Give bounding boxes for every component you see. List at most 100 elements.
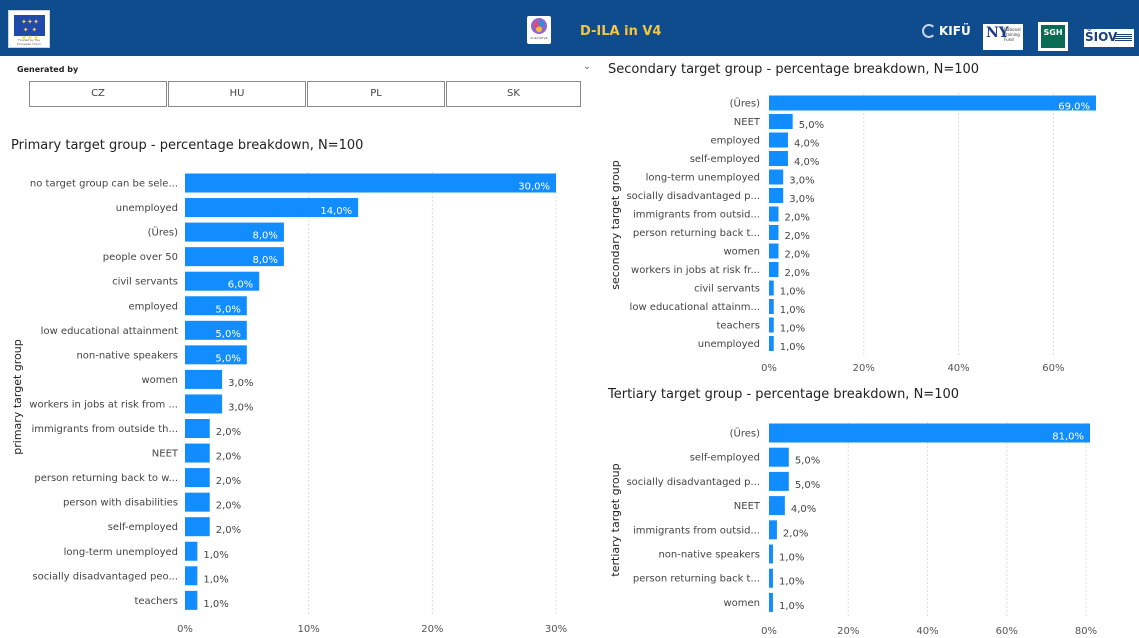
secondary-bar[interactable] xyxy=(769,132,788,148)
primary-category-label: low educational attainment xyxy=(41,326,178,337)
secondary-bar[interactable] xyxy=(769,169,784,185)
tertiary-y-axis-title: tertiary target group xyxy=(609,463,622,576)
primary-data-label: 2,0% xyxy=(216,452,241,463)
primary-x-tick-label: 10% xyxy=(298,624,320,635)
primary-bar[interactable] xyxy=(185,394,223,414)
slicer-title: Generated by xyxy=(17,65,79,74)
primary-bar[interactable] xyxy=(185,492,210,512)
primary-category-label: (Üres) xyxy=(148,226,178,239)
secondary-bar[interactable] xyxy=(769,262,779,277)
slicer-option-sk[interactable]: SK xyxy=(446,81,581,107)
primary-category-label: person returning back to w... xyxy=(34,473,178,484)
secondary-bar[interactable] xyxy=(769,317,774,333)
secondary-category-label: self-employed xyxy=(690,154,760,165)
tertiary-bar[interactable] xyxy=(769,520,777,540)
secondary-bar[interactable] xyxy=(769,243,779,259)
eu-funding-logo: ✦ ✦ ✦ ✦ ✦ ✦ ✦ ✦ Funded by the European Uni… xyxy=(8,10,50,48)
tertiary-x-tick-label: 60% xyxy=(996,626,1018,637)
secondary-category-label: women xyxy=(723,247,760,258)
primary-category-label: NEET xyxy=(152,449,179,460)
primary-category-label: non-native speakers xyxy=(76,350,178,361)
secondary-bar[interactable] xyxy=(769,188,784,203)
primary-bar[interactable] xyxy=(185,247,284,267)
ny-mark: NY xyxy=(986,25,1009,41)
primary-bar[interactable] xyxy=(185,566,198,586)
primary-bar[interactable] xyxy=(185,590,198,610)
primary-bar[interactable] xyxy=(185,345,247,365)
tertiary-category-label: socially disadvantaged p... xyxy=(626,477,760,488)
slicer-option-cz[interactable]: CZ xyxy=(29,81,167,107)
slicer-option-pl[interactable]: PL xyxy=(307,81,445,107)
secondary-category-label: low educational attainm... xyxy=(630,302,760,313)
primary-bar[interactable] xyxy=(185,271,260,291)
primary-category-label: self-employed xyxy=(108,522,178,533)
secondary-bar[interactable] xyxy=(769,206,779,222)
secondary-category-label: socially disadvantaged p... xyxy=(626,191,760,202)
secondary-bar[interactable] xyxy=(769,151,788,166)
primary-category-label: no target group can be sele... xyxy=(30,179,178,190)
tree-icon xyxy=(531,18,547,34)
tertiary-bar[interactable] xyxy=(769,471,789,491)
primary-data-label: 3,0% xyxy=(228,378,253,389)
primary-data-label: 8,0% xyxy=(253,255,278,266)
tertiary-bar[interactable] xyxy=(769,496,785,516)
secondary-data-label: 2,0% xyxy=(784,213,809,224)
primary-bar[interactable] xyxy=(185,198,359,218)
primary-bar[interactable] xyxy=(185,173,556,193)
tertiary-category-label: person returning back t... xyxy=(633,574,760,585)
tertiary-bar[interactable] xyxy=(769,568,773,588)
chevron-down-icon[interactable]: ⌄ xyxy=(582,61,592,72)
primary-data-label: 3,0% xyxy=(228,402,253,413)
primary-data-label: 1,0% xyxy=(203,550,228,561)
primary-bar[interactable] xyxy=(185,468,210,488)
secondary-data-label: 2,0% xyxy=(784,268,809,279)
secondary-data-label: 4,0% xyxy=(794,139,819,150)
secondary-x-tick-label: 40% xyxy=(947,363,969,374)
secondary-bar[interactable] xyxy=(769,114,793,129)
tertiary-category-label: NEET xyxy=(734,501,761,512)
secondary-bar[interactable] xyxy=(769,280,774,296)
primary-data-label: 30,0% xyxy=(518,182,550,193)
national-training-fund-logo: NY National Training Fund xyxy=(983,24,1023,50)
primary-data-label: 6,0% xyxy=(228,280,253,291)
secondary-data-label: 4,0% xyxy=(794,157,819,168)
secondary-x-tick-label: 0% xyxy=(761,363,777,374)
primary-data-label: 5,0% xyxy=(215,353,240,364)
tertiary-bar[interactable] xyxy=(769,447,789,467)
tertiary-bar[interactable] xyxy=(769,423,1090,443)
siov-stripes-icon xyxy=(1115,34,1132,42)
secondary-data-label: 69,0% xyxy=(1058,102,1090,113)
primary-bar[interactable] xyxy=(185,369,223,389)
eu-caption: Funded by the European Union xyxy=(17,38,41,46)
primary-bar[interactable] xyxy=(185,419,210,438)
primary-category-label: long-term unemployed xyxy=(64,547,178,558)
tertiary-bar[interactable] xyxy=(769,592,773,612)
secondary-data-label: 2,0% xyxy=(784,231,809,242)
secondary-bar[interactable] xyxy=(769,225,779,240)
tertiary-bar[interactable] xyxy=(769,544,773,564)
secondary-data-label: 3,0% xyxy=(789,194,814,205)
ny-text: National Training Fund xyxy=(1004,27,1021,42)
secondary-data-label: 2,0% xyxy=(784,250,809,261)
secondary-bar[interactable] xyxy=(769,336,774,351)
secondary-bar[interactable] xyxy=(769,95,1096,111)
primary-bar[interactable] xyxy=(185,222,284,242)
secondary-chart-title: Secondary target group - percentage brea… xyxy=(608,62,980,77)
tertiary-data-label: 5,0% xyxy=(795,456,820,467)
secondary-category-label: person returning back t... xyxy=(633,228,760,239)
primary-category-label: people over 50 xyxy=(103,252,178,263)
primary-bar[interactable] xyxy=(185,517,210,537)
primary-bar[interactable] xyxy=(185,320,247,340)
secondary-bar[interactable] xyxy=(769,299,774,314)
slicer-option-hu[interactable]: HU xyxy=(168,81,306,107)
tertiary-x-tick-label: 0% xyxy=(761,626,777,637)
primary-bar[interactable] xyxy=(185,296,247,316)
primary-bar[interactable] xyxy=(185,443,210,463)
tertiary-category-label: immigrants from outsid... xyxy=(633,525,760,536)
primary-bar[interactable] xyxy=(185,541,198,561)
dila-logo: D-ILA IN V4 xyxy=(527,16,551,44)
tertiary-category-label: self-employed xyxy=(690,453,760,464)
primary-data-label: 2,0% xyxy=(216,476,241,487)
secondary-y-axis-title: secondary target group xyxy=(609,160,622,289)
